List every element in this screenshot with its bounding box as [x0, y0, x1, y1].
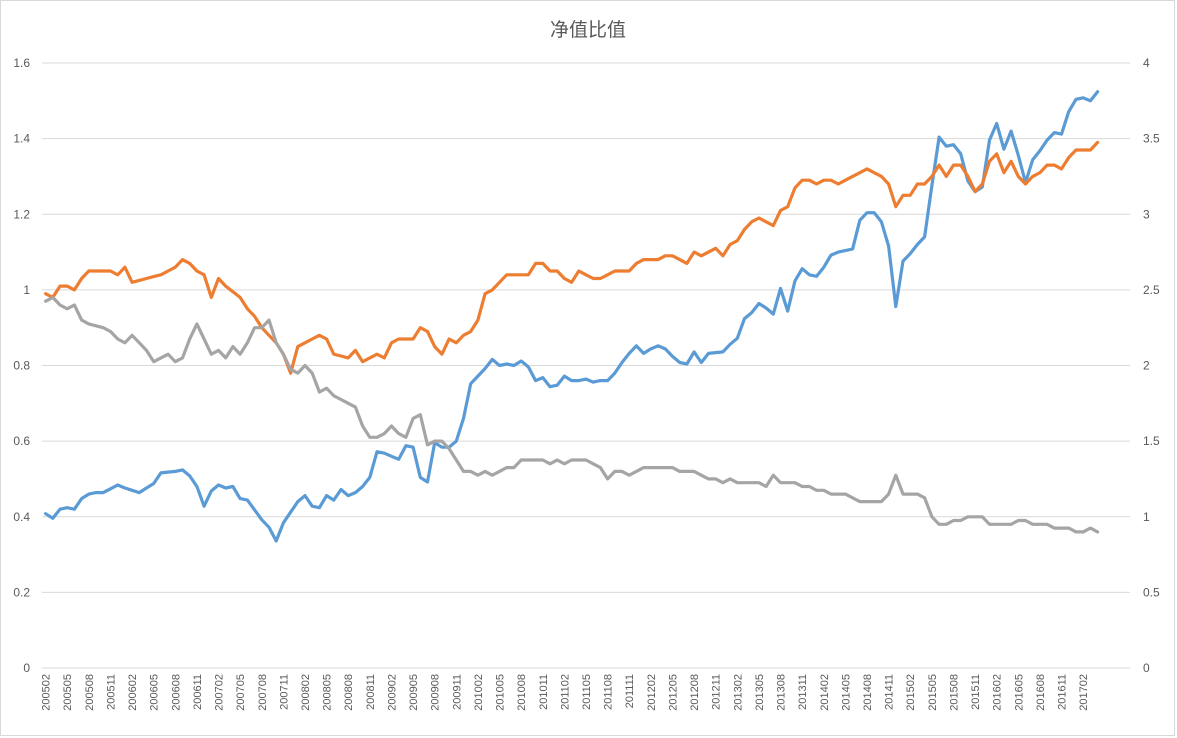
x-tick-label: 201305 — [754, 674, 766, 711]
right-tick-label: 1 — [1143, 510, 1150, 524]
x-tick-label: 200702 — [214, 674, 226, 711]
x-tick-label: 201005 — [495, 674, 507, 711]
x-tick-label: 200802 — [300, 674, 312, 711]
right-tick-label: 0 — [1143, 661, 1150, 675]
left-tick-label: 0 — [23, 661, 30, 675]
x-tick-label: 200902 — [386, 674, 398, 711]
left-tick-label: 1.6 — [13, 56, 30, 70]
left-tick-label: 0.4 — [13, 510, 30, 524]
gridlines — [42, 62, 1130, 669]
x-tick-label: 200611 — [192, 674, 204, 710]
x-tick-label: 200508 — [84, 674, 96, 711]
x-tick-label: 200608 — [170, 674, 182, 711]
x-tick-label: 201702 — [1078, 674, 1090, 711]
x-tick-label: 201505 — [927, 674, 939, 711]
left-tick-label: 1.4 — [13, 132, 30, 146]
x-tick-label: 201408 — [862, 674, 874, 711]
x-tick-label: 201508 — [948, 674, 960, 711]
x-tick-label: 201011 — [538, 674, 550, 710]
x-tick-label: 200711 — [278, 674, 290, 710]
x-tick-label: 200811 — [365, 674, 377, 710]
x-tick-label: 201002 — [473, 674, 485, 711]
right-tick-label: 4 — [1143, 56, 1150, 70]
series-layer — [43, 90, 1100, 543]
x-tick-label: 200805 — [322, 674, 334, 711]
series-orange — [43, 140, 1100, 375]
right-tick-label: 2 — [1143, 359, 1150, 373]
x-tick-label: 201608 — [1035, 674, 1047, 711]
x-tick-label: 201602 — [992, 674, 1004, 711]
left-tick-label: 0.2 — [13, 585, 30, 599]
x-tick-label: 201502 — [905, 674, 917, 711]
right-tick-label: 2.5 — [1143, 283, 1160, 297]
x-tick-label: 200905 — [408, 674, 420, 711]
left-tick-label: 0.6 — [13, 434, 30, 448]
right-tick-label: 1.5 — [1143, 434, 1160, 448]
x-tick-label: 201308 — [776, 674, 788, 711]
right-tick-label: 0.5 — [1143, 585, 1160, 599]
right-y-axis: 0 0.5 1 1.5 2 2.5 3 3.5 4 — [1143, 56, 1160, 675]
x-tick-label: 200911 — [451, 674, 463, 710]
x-axis: 200502 200505 200508 200511 200602 200605 2006… — [41, 674, 1091, 711]
x-tick-label: 201102 — [559, 674, 571, 710]
x-tick-label: 201402 — [819, 674, 831, 711]
x-tick-label: 200808 — [343, 674, 355, 711]
chart-title: 净值比值 — [550, 19, 626, 41]
x-tick-label: 201202 — [646, 674, 658, 711]
x-tick-label: 201108 — [603, 674, 615, 710]
left-tick-label: 1 — [23, 283, 30, 297]
series-blue — [43, 90, 1100, 543]
x-tick-label: 201211 — [711, 674, 723, 710]
x-tick-label: 201208 — [689, 674, 701, 711]
x-tick-label: 201605 — [1013, 674, 1025, 711]
x-tick-label: 201511 — [970, 674, 982, 710]
x-tick-label: 200605 — [149, 674, 161, 711]
series-gray — [43, 295, 1100, 534]
right-tick-label: 3 — [1143, 207, 1150, 221]
x-tick-label: 201111 — [624, 674, 636, 708]
x-tick-label: 201302 — [732, 674, 744, 711]
x-tick-label: 201311 — [797, 674, 809, 710]
x-tick-label: 200505 — [62, 674, 74, 711]
x-tick-label: 201105 — [581, 674, 593, 710]
left-tick-label: 0.8 — [13, 359, 30, 373]
x-tick-label: 201411 — [884, 674, 896, 710]
x-tick-label: 201008 — [516, 674, 528, 711]
left-tick-label: 1.2 — [13, 207, 30, 221]
x-tick-label: 201405 — [840, 674, 852, 711]
x-tick-label: 200708 — [257, 674, 269, 711]
x-tick-label: 200511 — [105, 674, 117, 710]
right-tick-label: 3.5 — [1143, 132, 1160, 146]
x-tick-label: 201611 — [1057, 674, 1069, 710]
x-tick-label: 200705 — [235, 674, 247, 711]
x-tick-label: 200908 — [430, 674, 442, 711]
left-y-axis: 0 0.2 0.4 0.6 0.8 1 1.2 1.4 1.6 — [13, 56, 30, 675]
x-tick-label: 201205 — [667, 674, 679, 711]
x-tick-label: 200502 — [41, 674, 53, 711]
x-tick-label: 200602 — [127, 674, 139, 711]
